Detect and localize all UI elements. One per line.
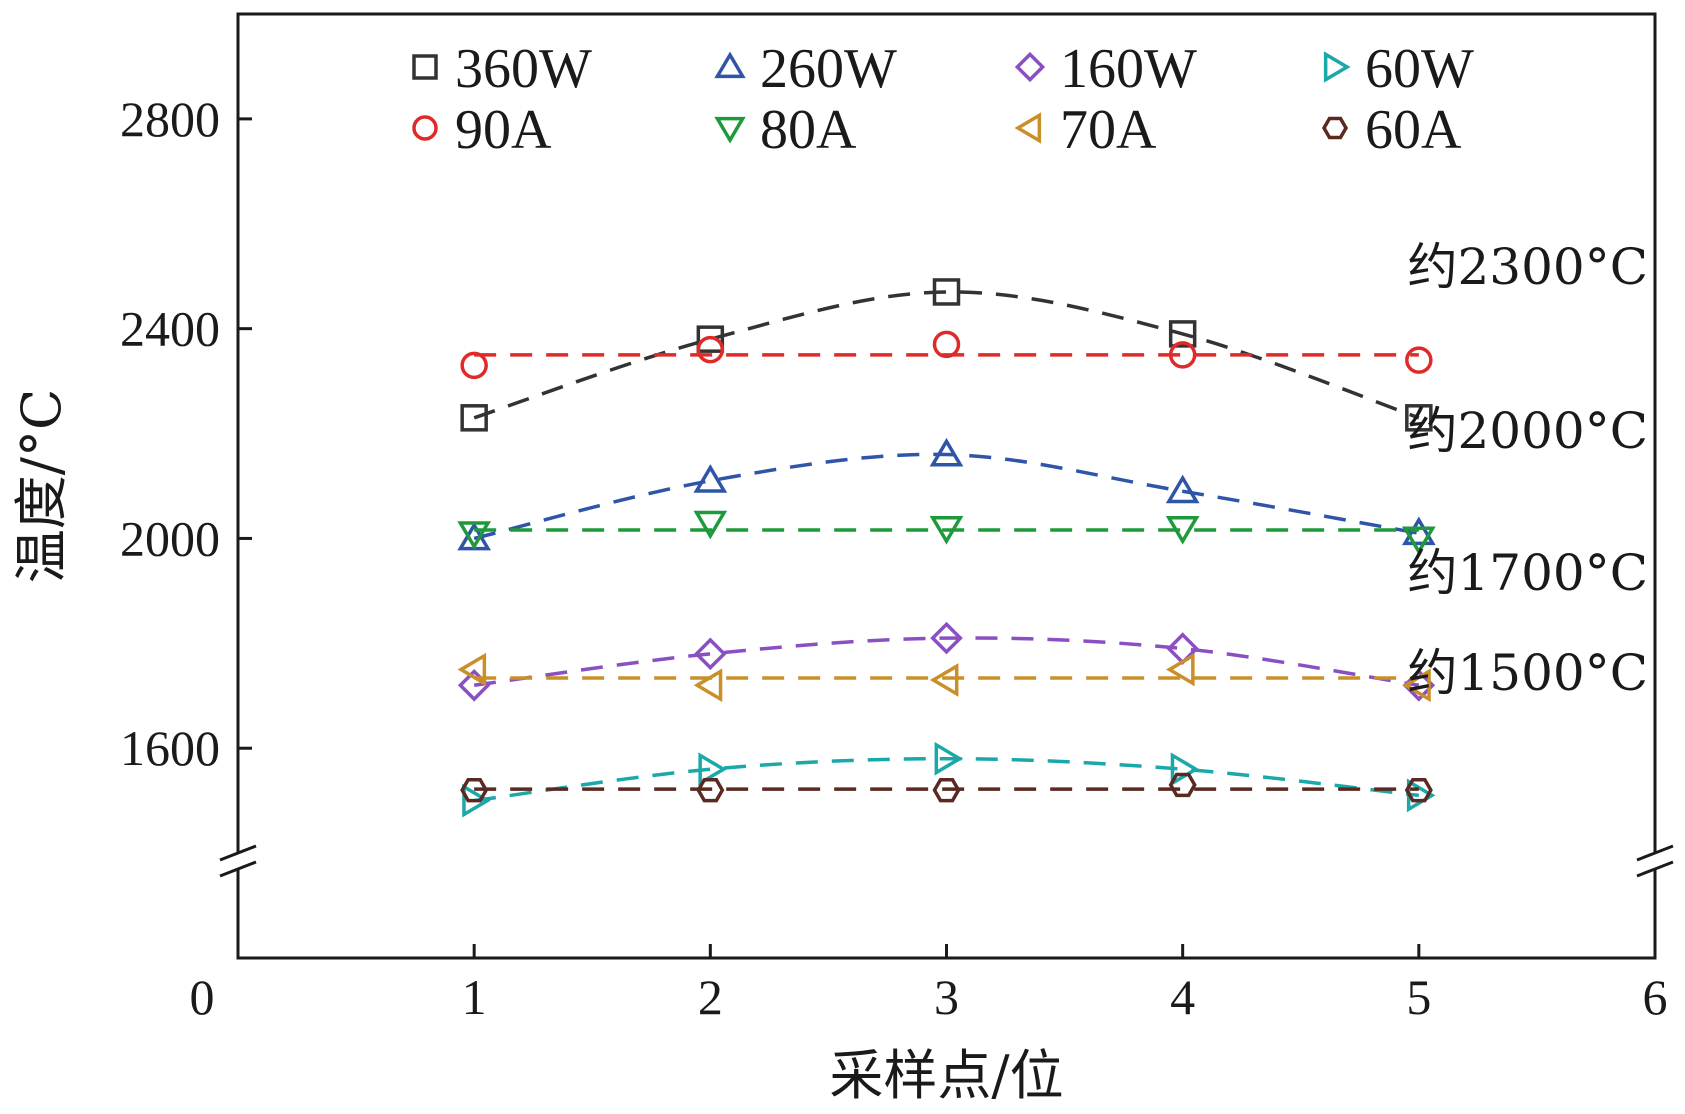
data-point-70a [693, 668, 723, 703]
data-point-70a [1166, 652, 1195, 687]
data-point-80a [693, 510, 728, 540]
data-point-80a [457, 521, 492, 550]
y-tick-label: 1600 [120, 720, 220, 776]
data-point-260w [929, 437, 964, 467]
data-point-60w [698, 752, 727, 787]
series-line-160w [473, 636, 1420, 688]
legend-marker [714, 51, 746, 79]
x-tick-label: 1 [462, 969, 487, 1025]
right-axis-break-mark [1636, 844, 1674, 862]
left-axis-break-mark [219, 860, 257, 878]
data-point-260w [1165, 474, 1200, 504]
y-tick-label: 2000 [120, 510, 220, 566]
legend-marker [1321, 116, 1349, 140]
data-point-90a [1405, 346, 1433, 374]
annotation-label: 约2000°C [1407, 402, 1648, 460]
y-tick-label: 2800 [120, 91, 220, 147]
data-point-80a [1165, 516, 1200, 545]
x-tick-label: 3 [934, 969, 959, 1025]
y-axis-title: 温度/°C [10, 389, 73, 584]
legend-label: 90A [455, 99, 552, 161]
series-layer [457, 278, 1436, 818]
legend-item-60a: 60A [1321, 99, 1462, 161]
series-90a [460, 330, 1433, 380]
data-point-60a [696, 778, 725, 803]
legend-marker [714, 116, 746, 144]
legend-label: 360W [455, 38, 592, 100]
legend-label: 60W [1365, 38, 1474, 100]
data-point-360w [1405, 404, 1433, 432]
data-point-90a [696, 335, 725, 364]
legend-label: 260W [760, 38, 897, 100]
data-point-60w [934, 741, 964, 776]
legend-label: 160W [1060, 38, 1197, 100]
legend-label: 70A [1060, 99, 1157, 161]
legend-item-260w: 260W [714, 38, 897, 100]
legend-marker [1014, 112, 1042, 144]
series-70a [457, 652, 1431, 703]
data-point-160w [930, 621, 963, 655]
series-360w [460, 278, 1433, 432]
left-axis-break-gap [232, 854, 244, 870]
legend-marker [1323, 51, 1351, 83]
legend-item-360w: 360W [412, 38, 592, 100]
axes: 0 1 2 3 4 5 6 1600 2000 2400 2800 [120, 12, 1674, 1025]
data-point-360w [1168, 320, 1197, 348]
legend-marker [412, 54, 438, 80]
data-point-360w [932, 278, 961, 306]
legend-item-90a: 90A [412, 99, 552, 161]
data-point-90a [932, 330, 961, 359]
legend-item-160w: 160W [1014, 38, 1197, 100]
series-80a [457, 510, 1436, 556]
x-tick-label: 6 [1643, 969, 1668, 1025]
legend-label: 60A [1365, 99, 1462, 161]
data-point-70a [1402, 668, 1431, 703]
data-point-80a [929, 516, 964, 545]
annotations: 约2300°C 约2000°C 约1700°C 约1500°C [1407, 238, 1648, 702]
legend-label: 80A [760, 99, 857, 161]
x-tick-label: 0 [190, 969, 215, 1025]
annotation-label: 约1500°C [1407, 644, 1648, 702]
series-260w [457, 437, 1436, 551]
x-tick-label: 2 [698, 969, 723, 1025]
series-line-260w [473, 452, 1420, 541]
data-point-80a [1401, 526, 1436, 556]
data-point-90a [460, 351, 488, 380]
data-point-90a [1168, 341, 1197, 369]
data-point-60a [932, 778, 961, 803]
right-axis-break-mark [1636, 860, 1674, 878]
legend-marker [412, 115, 438, 141]
left-axis-break-mark [219, 844, 257, 862]
x-axis-title: 采样点/位 [829, 1044, 1063, 1107]
data-point-360w [460, 404, 488, 432]
y-tick-label: 2400 [120, 301, 220, 357]
legend-marker [1014, 51, 1046, 83]
data-point-60w [462, 783, 491, 818]
series-line-360w [473, 290, 1420, 420]
series-60a [460, 772, 1433, 803]
x-tick-label: 4 [1170, 969, 1195, 1025]
data-point-60a [1404, 778, 1433, 803]
legend: 360W 260W 160W 60W 90A 80A 70A 60A [412, 38, 1474, 161]
data-point-260w [693, 464, 728, 493]
data-point-70a [929, 663, 959, 697]
legend-item-80a: 80A [714, 99, 857, 161]
data-point-60a [460, 778, 489, 803]
data-point-60a [1168, 772, 1197, 798]
series-line-60w [473, 756, 1420, 803]
annotation-label: 约1700°C [1407, 544, 1648, 602]
x-tick-label: 5 [1406, 969, 1431, 1025]
legend-item-70a: 70A [1014, 99, 1157, 161]
right-axis-break-gap [1649, 854, 1661, 870]
data-point-160w [694, 637, 727, 671]
data-point-360w [696, 325, 725, 353]
data-point-70a [457, 652, 487, 687]
legend-item-60w: 60W [1323, 38, 1474, 100]
annotation-label: 约2300°C [1407, 238, 1648, 296]
